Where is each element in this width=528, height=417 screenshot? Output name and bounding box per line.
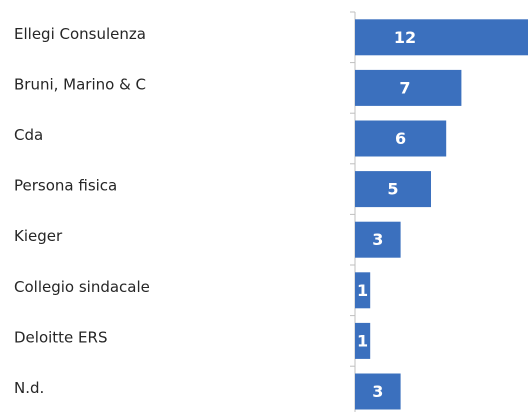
category-label: Ellegi Consulenza [14, 25, 146, 43]
bar [355, 171, 431, 208]
value-label: 12 [394, 28, 416, 47]
bar [355, 120, 447, 157]
category-label: Persona fisica [14, 177, 117, 195]
category-label: Kieger [14, 227, 63, 245]
value-label: 1 [357, 331, 368, 350]
category-label: Collegio sindacale [14, 278, 150, 296]
value-label: 5 [387, 180, 398, 199]
value-label: 7 [399, 78, 410, 97]
category-label: N.d. [14, 379, 44, 397]
bar [355, 272, 371, 309]
bar [355, 19, 528, 56]
value-label: 6 [395, 129, 406, 148]
bar [355, 69, 462, 106]
bar [355, 373, 401, 410]
bar [355, 322, 371, 359]
value-label: 3 [372, 230, 383, 249]
category-label: Cda [14, 126, 43, 144]
bar [355, 221, 401, 258]
category-label: Deloitte ERS [14, 328, 107, 346]
value-label: 3 [372, 382, 383, 401]
value-label: 1 [357, 281, 368, 300]
category-label: Bruni, Marino & C [14, 75, 146, 93]
